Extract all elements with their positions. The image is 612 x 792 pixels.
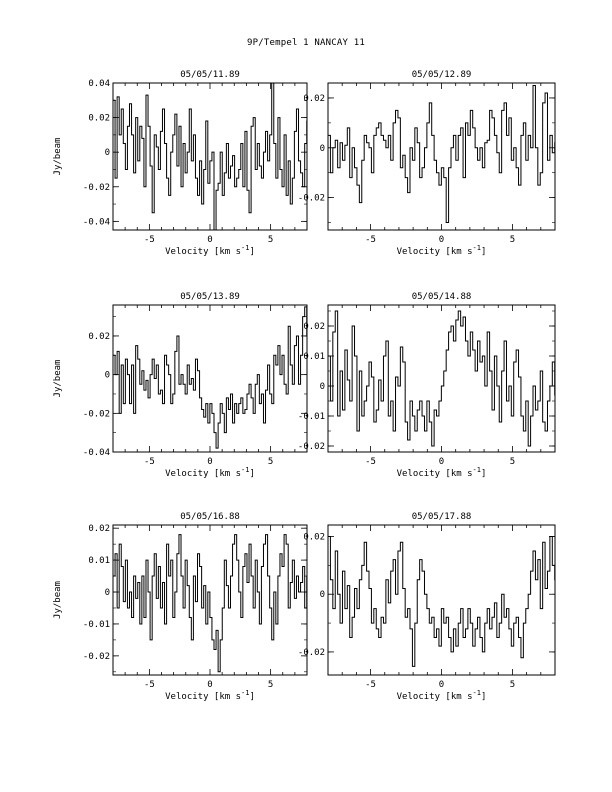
x-axis-label-end: ] xyxy=(481,692,486,702)
y-tick-label: -0.04 xyxy=(83,448,110,458)
spectrum-line xyxy=(328,84,555,224)
x-tick-label: -5 xyxy=(144,457,155,467)
y-tick-label: -0.02 xyxy=(83,409,110,419)
panel-title: 05/05/14.88 xyxy=(412,292,472,302)
x-tick-label: 5 xyxy=(510,680,515,690)
x-axis-label-sup: -1 xyxy=(473,466,481,474)
x-axis-label-sup: -1 xyxy=(241,244,249,252)
x-axis-label-sup: -1 xyxy=(473,689,481,697)
spectrum-line xyxy=(113,534,307,673)
panel-title: 05/05/16.88 xyxy=(180,512,240,522)
x-tick-label: -5 xyxy=(365,457,376,467)
x-tick-label: 5 xyxy=(268,235,273,245)
x-axis-label-main: Velocity [km s xyxy=(397,247,473,257)
x-tick-label: -5 xyxy=(144,235,155,245)
x-axis-label: Velocity [km s-1] xyxy=(165,244,255,257)
x-axis-label-sup: -1 xyxy=(473,244,481,252)
x-tick-label: 0 xyxy=(439,680,444,690)
y-axis-label: Jy/beam xyxy=(53,581,63,619)
y-tick-label: 0 xyxy=(105,148,110,158)
x-axis-label: Velocity [km s-1] xyxy=(397,244,487,257)
y-tick-label: 0.02 xyxy=(303,322,325,332)
y-tick-label: -0.02 xyxy=(83,183,110,193)
y-tick-label: 0.01 xyxy=(303,352,325,362)
spectrum-panel-3: 05/05/13.89 -5 0 5 -0.04 -0.02 0 0.02 Velocity [… xyxy=(53,292,308,479)
y-tick-label: 0.02 xyxy=(303,533,325,543)
x-axis-label: Velocity [km s-1] xyxy=(165,689,255,702)
x-axis-label-end: ] xyxy=(481,469,486,479)
x-axis-label-end: ] xyxy=(249,469,254,479)
y-tick-label: -0.02 xyxy=(298,442,325,452)
y-tick-label: 0 xyxy=(105,588,110,598)
x-tick-label: 5 xyxy=(510,457,515,467)
x-axis-label: Velocity [km s-1] xyxy=(397,466,487,479)
y-tick-label: -0.02 xyxy=(298,648,325,658)
y-tick-label: -0.01 xyxy=(83,620,110,630)
x-tick-label: 0 xyxy=(439,235,444,245)
y-tick-label: -0.01 xyxy=(298,412,325,422)
x-axis-label: Velocity [km s-1] xyxy=(397,689,487,702)
x-axis-label-sup: -1 xyxy=(241,466,249,474)
x-axis-label-main: Velocity [km s xyxy=(397,469,473,479)
x-axis-label-main: Velocity [km s xyxy=(165,692,241,702)
y-tick-label: 0 xyxy=(320,144,325,154)
panel-title: 05/05/12.89 xyxy=(412,70,472,80)
x-axis-label: Velocity [km s-1] xyxy=(165,466,255,479)
y-tick-label: 0.02 xyxy=(88,524,110,534)
spectrum-line xyxy=(113,306,307,449)
y-tick-label: 0.02 xyxy=(303,94,325,104)
spectrum-panel-1: 05/05/11.89 -5 0 5 -0.04 -0.02 0 0.02 0.04 Veloci… xyxy=(53,70,308,257)
x-tick-label: 5 xyxy=(268,680,273,690)
y-tick-label: -0.02 xyxy=(298,194,325,204)
x-axis-label-main: Velocity [km s xyxy=(165,469,241,479)
panel-title: 05/05/11.89 xyxy=(180,70,240,80)
x-axis-label-end: ] xyxy=(481,247,486,257)
x-tick-label: -5 xyxy=(365,680,376,690)
x-axis-label-main: Velocity [km s xyxy=(397,692,473,702)
y-tick-label: 0 xyxy=(320,382,325,392)
x-tick-label: 0 xyxy=(207,457,212,467)
x-axis-label-sup: -1 xyxy=(241,689,249,697)
panel-title: 05/05/17.88 xyxy=(412,512,472,522)
x-tick-label: 0 xyxy=(439,457,444,467)
page-title: 9P/Tempel 1 NANCAY 11 xyxy=(247,38,365,48)
y-tick-label: 0.02 xyxy=(88,114,110,124)
x-tick-label: 0 xyxy=(207,680,212,690)
spectrum-line xyxy=(113,83,307,230)
x-axis-label-end: ] xyxy=(249,247,254,257)
y-tick-label: -0.04 xyxy=(83,217,110,227)
y-tick-label: 0.04 xyxy=(88,79,110,89)
x-tick-label: 0 xyxy=(207,235,212,245)
x-tick-label: -5 xyxy=(365,235,376,245)
x-tick-label: 5 xyxy=(268,457,273,467)
y-tick-label: 0 xyxy=(320,590,325,600)
spectrum-panel-2: 05/05/12.89 -5 0 5 -0.02 0 0.02 Velocity [km s-… xyxy=(298,70,556,257)
panel-title: 05/05/13.89 xyxy=(180,292,240,302)
spectrum-panel-4: 05/05/14.88 -5 0 5 -0.02 -0.01 0 0.01 0.02 Veloci… xyxy=(298,292,556,479)
y-axis-label: Jy/beam xyxy=(53,138,63,176)
x-tick-label: 5 xyxy=(510,235,515,245)
x-axis-label-end: ] xyxy=(249,692,254,702)
spectrum-line xyxy=(328,310,555,447)
y-tick-label: -0.02 xyxy=(83,652,110,662)
x-axis-label-main: Velocity [km s xyxy=(165,247,241,257)
x-tick-label: -5 xyxy=(144,680,155,690)
y-tick-label: 0 xyxy=(105,371,110,381)
spectrum-panel-6: 05/05/17.88 -5 0 5 -0.02 0 0.02 Velocity [km s-… xyxy=(298,512,556,702)
y-axis-label: Jy/beam xyxy=(53,360,63,398)
y-tick-label: 0.02 xyxy=(88,332,110,342)
spectrum-line xyxy=(328,536,555,667)
y-tick-label: 0.01 xyxy=(88,556,110,566)
spectrum-panel-5: 05/05/16.88 -5 0 5 -0.02 -0.01 0 0.01 0.02 Veloci… xyxy=(53,512,308,702)
